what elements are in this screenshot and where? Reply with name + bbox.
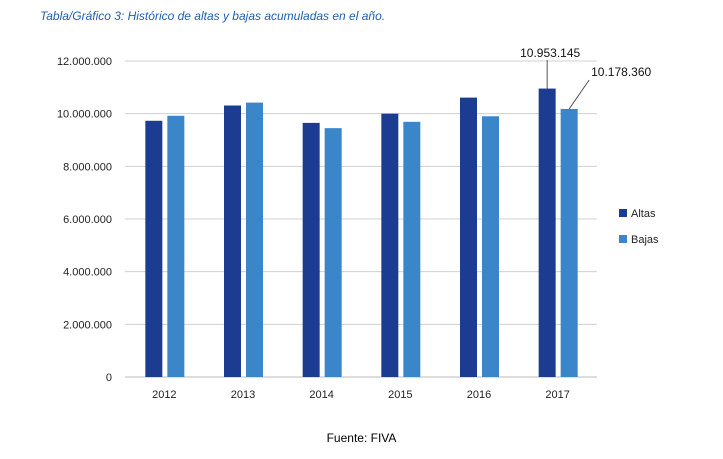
x-tick-label: 2012 (152, 389, 176, 401)
leader-line (568, 79, 590, 110)
data-label: 10.953.145 (520, 46, 580, 60)
bar-bajas-2017 (560, 108, 578, 378)
y-tick-label: 8.000.000 (63, 161, 112, 173)
legend-label: Altas (631, 208, 656, 220)
y-tick-label: 0 (106, 372, 112, 384)
source-note: Fuente: FIVA (326, 431, 397, 445)
x-tick-label: 2017 (545, 389, 569, 401)
bar-altas-2017 (538, 88, 556, 377)
x-tick-label: 2014 (309, 389, 333, 401)
legend-label: Bajas (631, 234, 659, 246)
x-tick-label: 2015 (388, 389, 412, 401)
x-tick-label: 2013 (231, 389, 255, 401)
y-tick-label: 4.000.000 (63, 267, 112, 279)
legend-swatch (619, 209, 627, 217)
bar-altas-2015 (381, 113, 399, 378)
data-label: 10.178.360 (591, 65, 651, 79)
y-tick-label: 12.000.000 (57, 56, 112, 68)
y-tick-label: 6.000.000 (63, 214, 112, 226)
chart-title: Tabla/Gráfico 3: Histórico de altas y ba… (40, 9, 386, 23)
y-tick-label: 2.000.000 (63, 319, 112, 331)
bar-altas-2012 (145, 120, 163, 377)
bar-bajas-2014 (324, 128, 342, 377)
bar-bajas-2016 (482, 116, 499, 378)
bar-altas-2016 (460, 97, 477, 377)
bar-bajas-2013 (246, 102, 263, 378)
x-tick-label: 2016 (467, 389, 491, 401)
bar-altas-2014 (302, 122, 320, 377)
y-tick-label: 10.000.000 (57, 109, 112, 121)
bar-altas-2013 (224, 105, 241, 378)
legend-swatch (619, 235, 627, 243)
bar-bajas-2012 (167, 115, 185, 378)
bar-bajas-2015 (403, 121, 421, 377)
